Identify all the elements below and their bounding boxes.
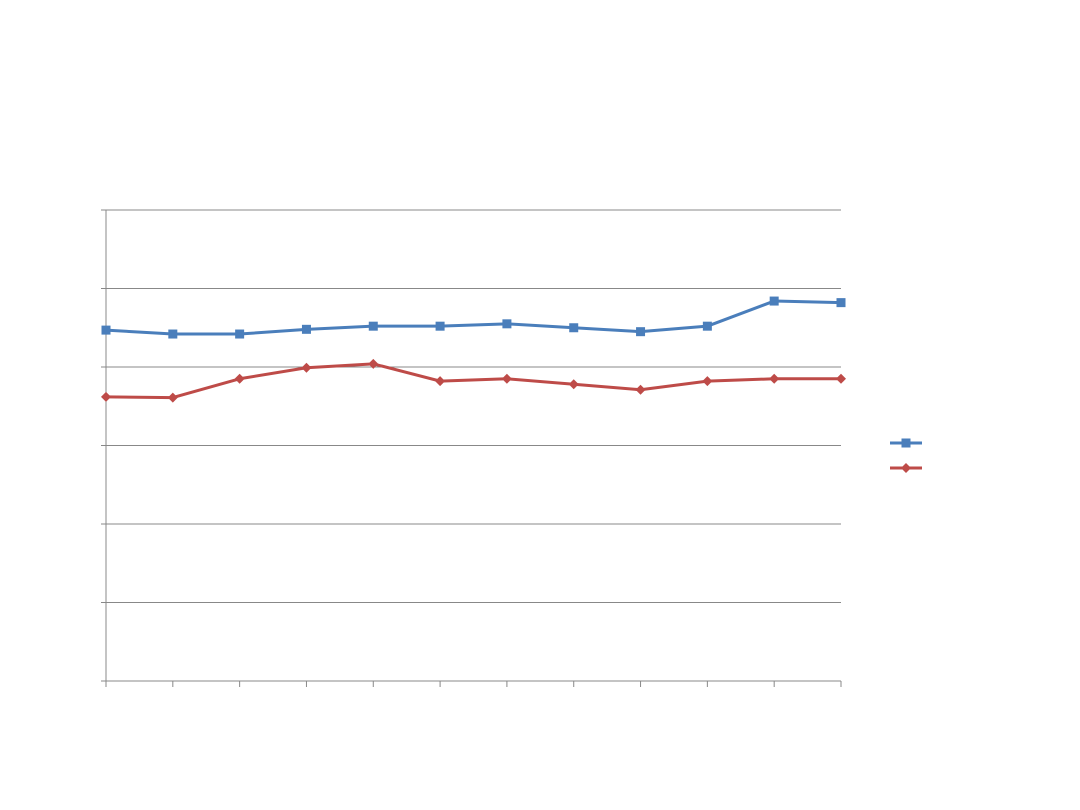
data-point bbox=[368, 358, 379, 369]
data-point bbox=[636, 327, 646, 337]
data-point bbox=[167, 392, 178, 403]
data-point bbox=[168, 329, 178, 339]
legend-marker bbox=[901, 463, 911, 473]
data-point bbox=[368, 321, 378, 331]
series-line bbox=[105, 362, 841, 400]
data-point bbox=[301, 362, 312, 373]
data-point bbox=[301, 324, 311, 334]
data-point bbox=[769, 373, 780, 384]
legend-marker bbox=[901, 438, 911, 448]
series-line bbox=[105, 299, 842, 336]
data-point bbox=[836, 373, 846, 384]
data-point bbox=[702, 321, 712, 331]
data-point bbox=[101, 325, 111, 335]
data-point bbox=[435, 321, 445, 331]
data-point bbox=[501, 373, 512, 384]
data-point bbox=[435, 376, 446, 387]
data-point bbox=[234, 373, 245, 384]
data-point bbox=[568, 379, 579, 390]
data-point bbox=[702, 376, 713, 387]
data-point bbox=[502, 319, 512, 329]
data-point bbox=[769, 296, 779, 306]
data-point bbox=[101, 391, 111, 402]
data-point bbox=[235, 329, 245, 339]
data-point bbox=[569, 323, 579, 333]
data-point bbox=[635, 384, 646, 395]
data-point bbox=[836, 298, 846, 308]
